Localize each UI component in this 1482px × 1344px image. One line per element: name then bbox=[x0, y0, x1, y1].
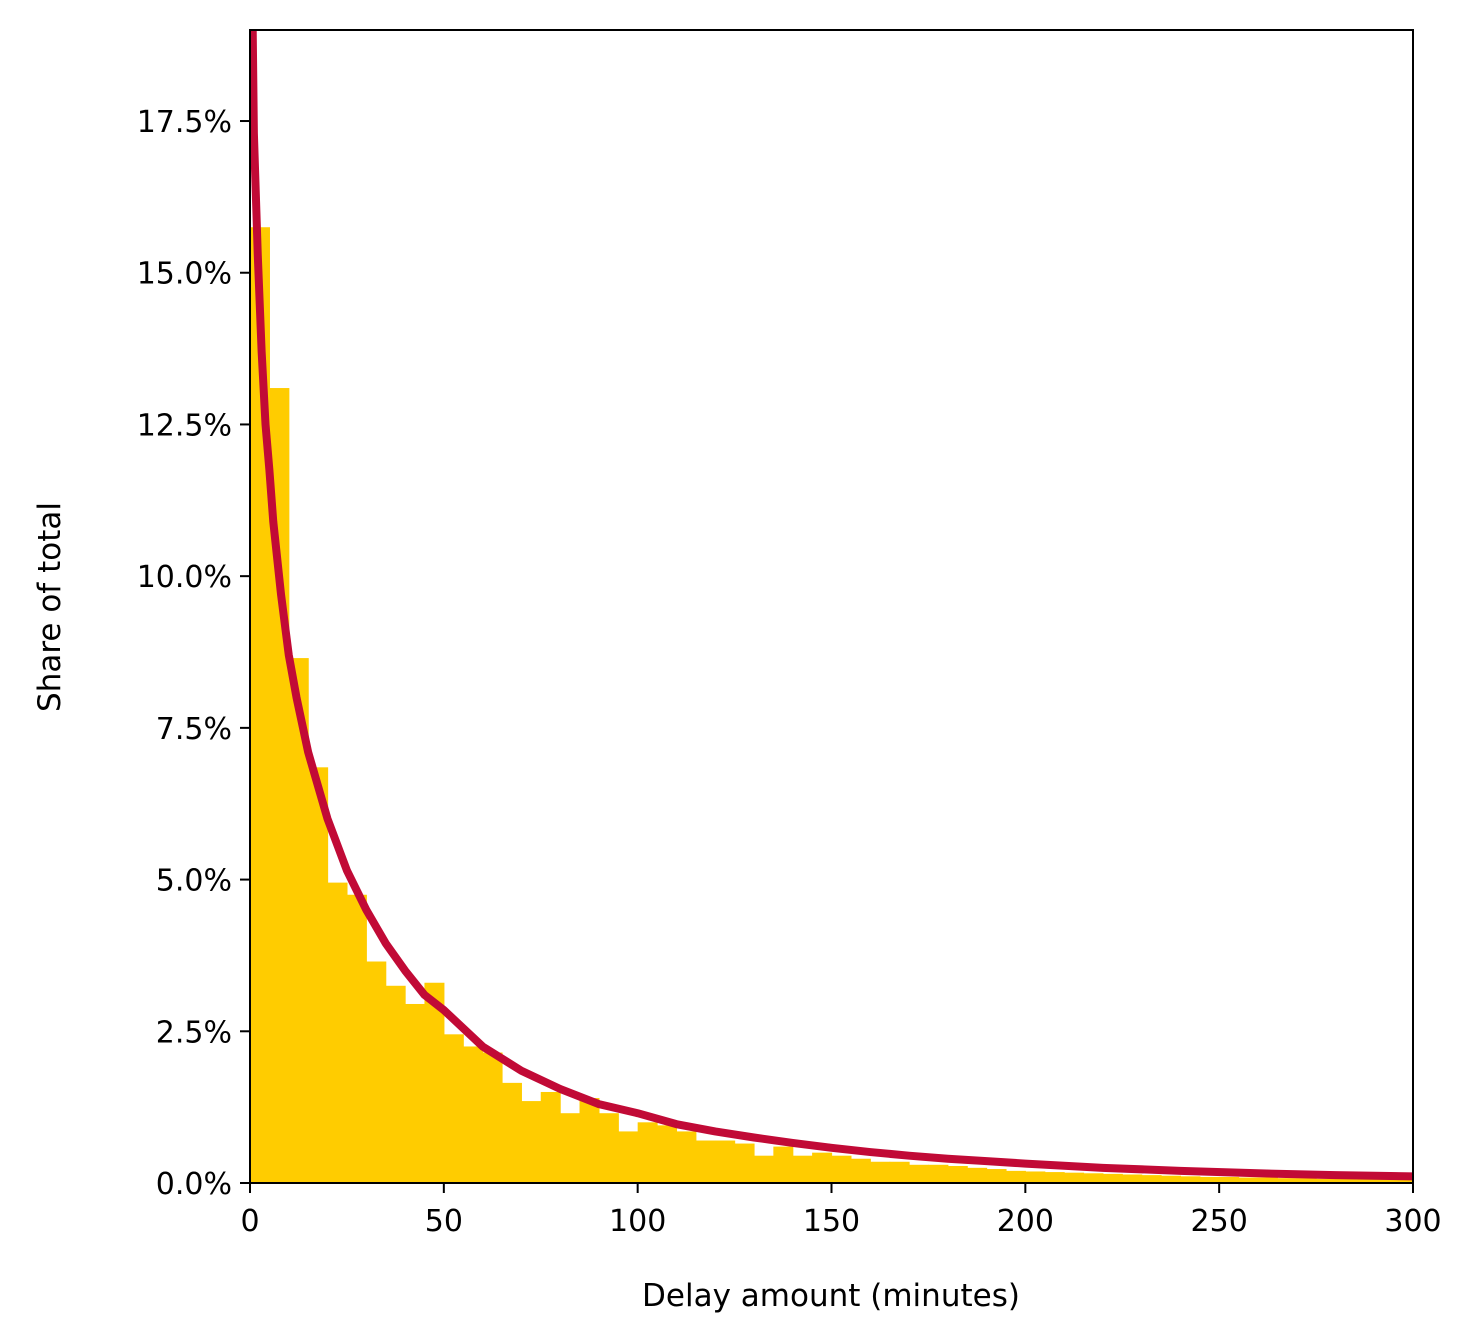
histogram-bar bbox=[366, 961, 387, 1183]
histogram-bar bbox=[1083, 1173, 1104, 1183]
histogram-bar bbox=[1316, 1178, 1337, 1183]
y-axis-label: Share of total bbox=[32, 502, 68, 712]
y-tick-label: 7.5% bbox=[156, 712, 232, 747]
y-tick-label: 0.0% bbox=[156, 1167, 232, 1202]
histogram-bar bbox=[501, 1082, 522, 1183]
x-tick-label: 250 bbox=[1191, 1204, 1248, 1239]
histogram-bar bbox=[560, 1113, 581, 1183]
histogram-bar bbox=[1180, 1176, 1201, 1183]
histogram-bar bbox=[1199, 1176, 1220, 1183]
histogram-bar bbox=[1277, 1178, 1298, 1183]
x-tick-label: 300 bbox=[1384, 1204, 1441, 1239]
histogram-bar bbox=[1005, 1170, 1026, 1183]
histogram-bar bbox=[831, 1155, 852, 1183]
histogram-bar bbox=[1161, 1175, 1181, 1183]
fit-curve-line bbox=[250, 30, 1413, 1181]
histogram-bar bbox=[1238, 1177, 1259, 1183]
x-axis-ticks: 0 50 100 150 200 250 300 bbox=[240, 1183, 1442, 1239]
histogram-bar bbox=[657, 1125, 678, 1183]
y-axis-ticks: 0.0% 2.5% 5.0% 7.5% 10.0% 12.5% 15.0% 17.5% bbox=[137, 105, 250, 1202]
histogram-bar bbox=[773, 1146, 794, 1183]
histogram-bar bbox=[327, 882, 348, 1183]
histogram-bar bbox=[753, 1155, 774, 1183]
histogram-bar bbox=[986, 1169, 1007, 1183]
y-tick-label: 5.0% bbox=[156, 864, 232, 899]
histogram-bar bbox=[308, 767, 329, 1183]
histogram-bar bbox=[346, 894, 367, 1183]
histogram-bar bbox=[405, 1003, 426, 1183]
histogram-bar bbox=[269, 388, 290, 1183]
histogram-bar bbox=[1296, 1178, 1317, 1183]
histogram-bar bbox=[967, 1167, 988, 1183]
histogram-bar bbox=[1335, 1178, 1356, 1183]
histogram-bar bbox=[947, 1166, 968, 1183]
histogram-bar bbox=[870, 1161, 891, 1183]
histogram-bar bbox=[734, 1143, 755, 1183]
histogram-bar bbox=[618, 1131, 639, 1183]
histogram-bar bbox=[250, 227, 270, 1183]
histogram-bar bbox=[1141, 1175, 1162, 1183]
y-tick-label: 10.0% bbox=[137, 560, 232, 595]
histogram-bar bbox=[676, 1131, 697, 1183]
histogram-bar bbox=[288, 658, 309, 1183]
histogram-bar bbox=[579, 1098, 600, 1183]
x-tick-label: 150 bbox=[803, 1204, 860, 1239]
histogram-bar bbox=[540, 1091, 561, 1183]
histogram-bar bbox=[1064, 1172, 1085, 1183]
fit-curve-layer bbox=[250, 30, 1413, 1181]
x-axis-label: Delay amount (minutes) bbox=[642, 1278, 1020, 1314]
histogram-bar bbox=[1102, 1173, 1123, 1183]
x-tick-label: 100 bbox=[609, 1204, 666, 1239]
histogram-bar bbox=[482, 1052, 503, 1183]
histogram-bar bbox=[598, 1113, 619, 1183]
histogram-bar bbox=[909, 1164, 930, 1183]
histogram-bar bbox=[812, 1152, 833, 1183]
x-tick-label: 200 bbox=[997, 1204, 1054, 1239]
histogram-bar bbox=[1219, 1176, 1240, 1183]
y-tick-label: 12.5% bbox=[137, 408, 232, 443]
histogram-bar bbox=[1354, 1179, 1375, 1183]
y-tick-label: 2.5% bbox=[156, 1015, 232, 1050]
histogram-bar bbox=[928, 1164, 949, 1183]
histogram-bar bbox=[850, 1158, 871, 1183]
histogram-bar bbox=[521, 1101, 542, 1183]
y-tick-label: 17.5% bbox=[137, 105, 232, 140]
histogram-bar bbox=[1374, 1179, 1395, 1183]
histogram-bar bbox=[889, 1161, 910, 1183]
histogram-bar bbox=[715, 1140, 736, 1183]
y-tick-label: 15.0% bbox=[137, 257, 232, 292]
histogram-bar bbox=[695, 1140, 716, 1183]
histogram-bar bbox=[1025, 1171, 1046, 1183]
histogram-bar bbox=[1257, 1177, 1278, 1183]
histogram-bar bbox=[1122, 1174, 1143, 1183]
histogram-bar bbox=[463, 1046, 484, 1183]
x-tick-label: 50 bbox=[425, 1204, 463, 1239]
histogram-bar bbox=[424, 982, 445, 1183]
histogram-bar bbox=[792, 1155, 813, 1183]
histogram-bar bbox=[443, 1034, 464, 1183]
histogram-bar bbox=[1044, 1172, 1065, 1183]
histogram-bar bbox=[385, 985, 406, 1183]
histogram-bar bbox=[637, 1122, 658, 1183]
histogram-bar bbox=[1393, 1179, 1414, 1183]
x-tick-label: 0 bbox=[240, 1204, 259, 1239]
histogram-bars bbox=[250, 227, 1414, 1183]
